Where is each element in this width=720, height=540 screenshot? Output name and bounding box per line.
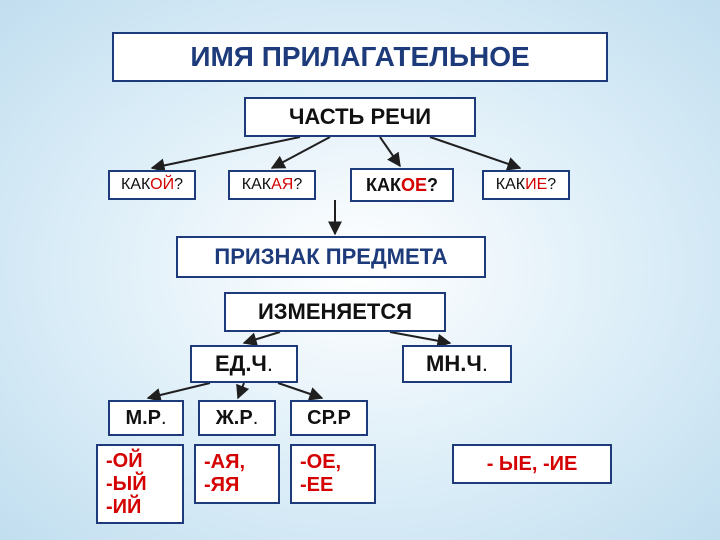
part-of-speech-box: ЧАСТЬ РЕЧИ [244,97,476,137]
question-box-2: КАКОЕ? [350,168,454,202]
arrow-8 [238,383,244,398]
gender-box-1: Ж.Р. [198,400,276,436]
changes-box: ИЗМЕНЯЕТСЯ [224,292,446,332]
question-suffix: ИЕ [525,176,547,193]
gender-dot: . [253,407,259,429]
changes-text: ИЗМЕНЯЕТСЯ [258,299,412,324]
question-mark: ? [547,176,556,193]
ending-line: -ЕЕ [300,474,333,497]
question-suffix: АЯ [271,176,293,193]
question-suffix: ОЕ [401,175,427,195]
plural-box: МН.Ч. [402,345,512,383]
ending-line: -ИЙ [106,496,141,519]
question-prefix: КАК [366,175,401,195]
question-mark: ? [174,176,183,193]
ending-box-0: -ОЙ-ЫЙ-ИЙ [96,444,184,524]
arrow-5 [244,332,280,343]
singular-root: ЕД.Ч [215,351,267,376]
arrow-0 [152,137,300,168]
title-text: ИМЯ ПРИЛАГАТЕЛЬНОЕ [190,41,529,73]
attribute-box: ПРИЗНАК ПРЕДМЕТА [176,236,486,278]
singular-dot: . [267,351,273,376]
gender-box-2: СР.Р [290,400,368,436]
question-suffix: ОЙ [150,176,174,193]
gender-root: СР.Р [307,407,351,429]
arrow-1 [272,137,330,168]
arrow-3 [430,137,520,168]
ending-line: - ЫЕ, -ИЕ [487,453,578,476]
ending-box-1: -АЯ, -ЯЯ [194,444,280,504]
gender-root: М.Р [125,407,161,429]
question-box-1: КАКАЯ? [228,170,316,200]
ending-line: -ОЕ, [300,451,341,474]
question-mark: ? [293,176,302,193]
part-of-speech-text: ЧАСТЬ РЕЧИ [289,104,431,129]
arrow-9 [278,383,322,398]
gender-dot: . [161,407,167,429]
plural-dot: . [482,351,488,376]
question-box-0: КАКОЙ? [108,170,196,200]
question-mark: ? [427,175,438,195]
gender-box-0: М.Р. [108,400,184,436]
arrow-2 [380,137,400,166]
ending-box-3: - ЫЕ, -ИЕ [452,444,612,484]
arrow-6 [390,332,450,343]
diagram-stage: ИМЯ ПРИЛАГАТЕЛЬНОЕ ЧАСТЬ РЕЧИ КАКОЙ?КАКА… [0,0,720,540]
ending-line: -АЯ, [204,451,245,474]
question-prefix: КАК [121,176,150,193]
ending-line: -ЫЙ [106,473,147,496]
plural-root: МН.Ч [426,351,482,376]
ending-line: -ЯЯ [204,474,239,497]
question-prefix: КАК [496,176,525,193]
ending-box-2: -ОЕ, -ЕЕ [290,444,376,504]
question-box-3: КАКИЕ? [482,170,570,200]
question-prefix: КАК [242,176,271,193]
ending-line: -ОЙ [106,450,143,473]
gender-root: Ж.Р [216,407,253,429]
attribute-text: ПРИЗНАК ПРЕДМЕТА [214,244,447,269]
arrow-7 [148,383,210,398]
singular-box: ЕД.Ч. [190,345,298,383]
title-box: ИМЯ ПРИЛАГАТЕЛЬНОЕ [112,32,608,82]
